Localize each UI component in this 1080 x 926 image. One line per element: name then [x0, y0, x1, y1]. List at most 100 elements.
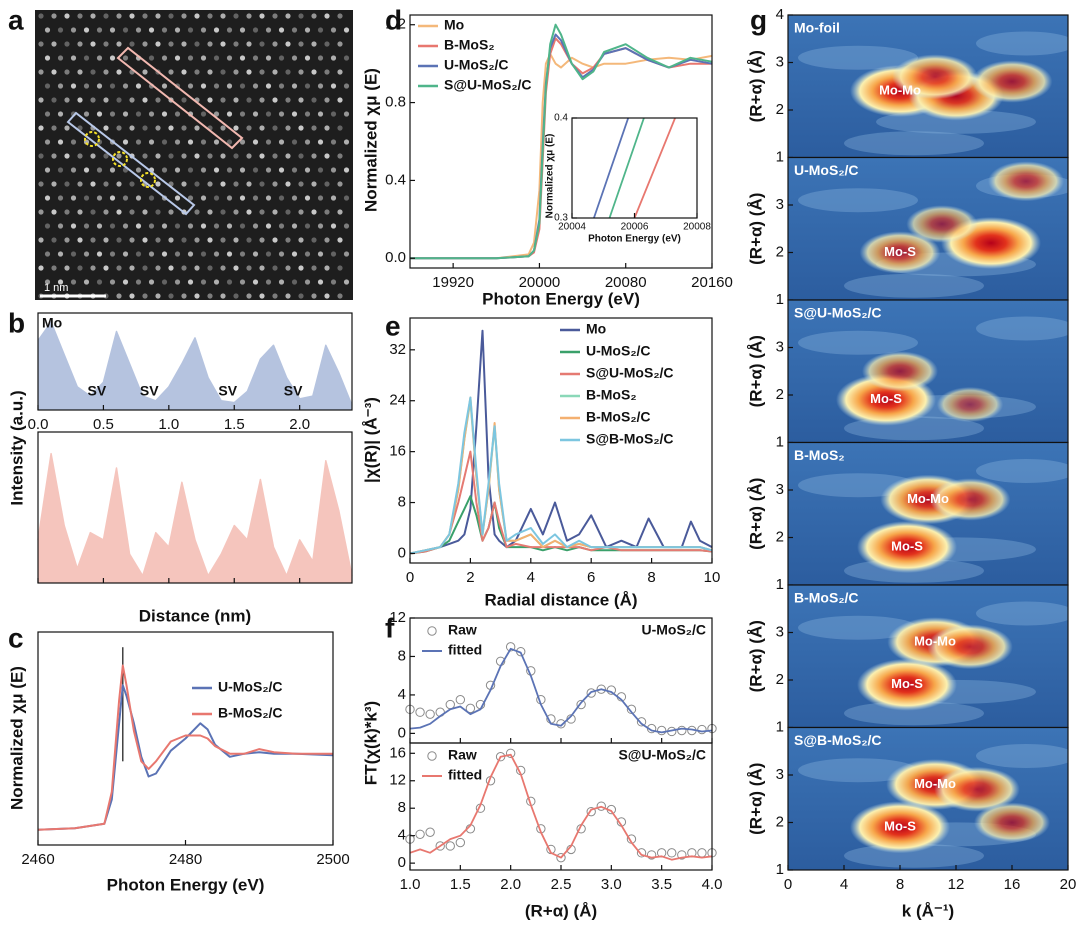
atom-dot	[142, 293, 148, 299]
atom-dot	[220, 209, 226, 215]
atom-dot	[239, 139, 246, 145]
peak-label: Mo-S	[891, 538, 923, 553]
atom-dot	[96, 55, 103, 61]
atom-dot	[83, 27, 90, 33]
atom-dot	[226, 167, 233, 173]
annotation: SV	[140, 383, 159, 399]
y-tick-label: 0.4	[385, 171, 406, 188]
atom-dot	[246, 181, 252, 187]
map-texture	[976, 31, 1068, 56]
atom-dot	[168, 125, 174, 131]
atom-dot	[220, 237, 226, 243]
x-tick-label: 1.0	[158, 416, 179, 433]
atom-dot	[259, 13, 265, 19]
atom-dot	[239, 195, 246, 201]
atom-dot	[330, 223, 337, 229]
atom-dot	[207, 13, 213, 19]
atom-dot	[64, 209, 70, 215]
atom-dot	[168, 265, 174, 271]
x-tick-label: 2	[466, 569, 474, 586]
atom-dot	[135, 111, 142, 117]
atom-dot	[324, 293, 330, 299]
atom-dot	[103, 97, 109, 103]
atom-dot	[77, 265, 83, 271]
raw-point	[586, 688, 596, 698]
data-line	[409, 329, 713, 555]
atom-dot	[90, 181, 96, 187]
atom-dot	[246, 13, 252, 19]
map-texture	[976, 601, 1068, 626]
atom-dot	[207, 265, 213, 271]
atom-dot	[226, 55, 233, 61]
atom-dot	[135, 251, 142, 257]
y-tick-label: 0	[398, 854, 406, 871]
atom-dot	[103, 209, 109, 215]
atom-dot	[135, 279, 142, 285]
x-tick-label: 4	[840, 876, 848, 893]
x-tick-label: 20008	[683, 222, 711, 233]
atom-dot	[265, 251, 272, 257]
y-tick-label: 16	[389, 744, 406, 761]
atom-dot	[213, 83, 220, 89]
atom-dot	[252, 195, 259, 201]
map-title: S@B-MoS₂/C	[794, 732, 882, 748]
legend-label: U-MoS₂/C	[586, 343, 651, 359]
x-tick-label: 20004	[558, 222, 586, 233]
wavelet-peak	[850, 801, 950, 854]
atom-dot	[174, 27, 181, 33]
atom-dot	[265, 279, 272, 285]
wavelet-peak	[859, 231, 941, 274]
atom-dot	[148, 55, 155, 61]
atom-dot	[311, 265, 317, 271]
atom-dot	[324, 237, 330, 243]
vacancy-marker	[84, 131, 100, 147]
atom-dot	[129, 97, 135, 103]
atom-dot	[142, 41, 148, 47]
x-tick-label: 4.0	[702, 876, 723, 893]
wavelet-peak	[929, 478, 1011, 521]
x-tick-label: 3.0	[601, 876, 622, 893]
atom-dot	[337, 181, 343, 187]
atom-dot	[304, 251, 311, 257]
atom-dot	[109, 279, 116, 285]
atom-dot	[181, 97, 187, 103]
atom-dot	[200, 279, 207, 285]
atom-dot	[90, 97, 96, 103]
y-tick-label: 2	[776, 386, 784, 403]
atom-dot	[51, 69, 57, 75]
atom-dot	[109, 55, 116, 61]
atom-dot	[122, 83, 129, 89]
atom-dot	[246, 293, 252, 299]
atom-dot	[291, 27, 298, 33]
atom-dot	[109, 27, 116, 33]
atom-dot	[207, 41, 213, 47]
atom-dot	[187, 167, 194, 173]
atom-dot	[90, 265, 96, 271]
atom-dot	[291, 251, 298, 257]
line-profile-box	[116, 46, 244, 150]
atom-dot	[64, 153, 70, 159]
y-tick-label: 16	[389, 443, 406, 460]
atom-dot	[330, 55, 337, 61]
atom-dot	[70, 27, 77, 33]
data-line	[633, 117, 676, 219]
atom-dot	[233, 41, 239, 47]
y-tick-label: 1	[776, 433, 784, 450]
atom-dot	[57, 223, 64, 229]
atom-dot	[226, 83, 233, 89]
atom-dot	[278, 83, 285, 89]
atom-dot	[161, 111, 168, 117]
atom-dot	[246, 265, 252, 271]
atom-dot	[168, 237, 174, 243]
atom-dot	[207, 69, 213, 75]
raw-point	[656, 725, 667, 736]
legend-label: fitted	[448, 767, 482, 783]
atom-dot	[259, 237, 265, 243]
y-axis-label: Intensity (a.u.)	[7, 390, 26, 505]
atom-dot	[64, 41, 70, 47]
atom-dot	[291, 279, 298, 285]
atom-dot	[77, 209, 83, 215]
atom-dot	[77, 13, 83, 19]
atom-dot	[220, 181, 226, 187]
atom-dot	[252, 139, 259, 145]
